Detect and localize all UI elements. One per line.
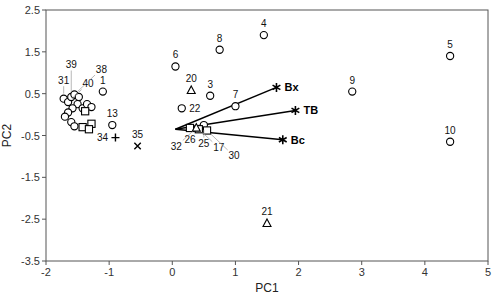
point-label: 10 xyxy=(445,125,457,136)
loading-label: Bx xyxy=(284,81,299,93)
x-point xyxy=(134,143,140,149)
leader-line xyxy=(63,86,64,94)
y-tick xyxy=(42,10,46,11)
loading-label: TB xyxy=(303,104,318,116)
point-label: 35 xyxy=(132,129,144,140)
y-tick xyxy=(42,135,46,136)
loading-tip xyxy=(273,83,281,92)
x-tick-label: -2 xyxy=(41,266,51,278)
y-tick xyxy=(42,219,46,220)
point-label: 6 xyxy=(173,49,179,60)
x-tick-label: 0 xyxy=(169,266,175,278)
point-label: 25 xyxy=(198,138,210,149)
point-label: 9 xyxy=(349,75,355,86)
square-point xyxy=(85,126,92,133)
x-tick-label: 4 xyxy=(422,266,428,278)
loading-label: Bc xyxy=(291,134,305,146)
loading-tip xyxy=(292,106,300,115)
point-label: 26 xyxy=(184,134,196,145)
y-tick xyxy=(42,93,46,94)
vectors xyxy=(175,87,295,139)
y-axis-label: PC2 xyxy=(0,124,14,148)
triangle-point xyxy=(263,219,271,227)
loading-tip xyxy=(279,135,287,144)
point-label: 7 xyxy=(233,89,239,100)
point-label: 31 xyxy=(58,75,70,86)
circle-point xyxy=(232,103,239,110)
circle-point xyxy=(207,92,214,99)
y-tick-label: 0.5 xyxy=(25,88,40,100)
circle-point xyxy=(447,52,454,59)
triangle-point xyxy=(187,86,195,94)
x-axis-label: PC1 xyxy=(255,281,279,295)
x-tick xyxy=(298,261,299,265)
point-label: 38 xyxy=(96,64,108,75)
x-tick xyxy=(46,261,47,265)
x-tick-label: 2 xyxy=(296,266,302,278)
x-tick xyxy=(361,261,362,265)
y-tick-label: -0.5 xyxy=(21,130,40,142)
leader-line xyxy=(71,71,72,93)
plus-point xyxy=(111,134,119,142)
point-label: 22 xyxy=(189,103,201,114)
point-label: 32 xyxy=(171,141,183,152)
points xyxy=(60,31,454,226)
leader-line xyxy=(183,131,193,140)
x-tick xyxy=(424,261,425,265)
circle-point xyxy=(447,138,454,145)
point-label: 21 xyxy=(261,206,273,217)
scatter-chart: -2-1012345-3.5-2.5-1.5-0.50.51.52.5PC1PC… xyxy=(0,0,500,297)
point-label: 30 xyxy=(228,150,240,161)
y-tick xyxy=(42,261,46,262)
point-label: 40 xyxy=(83,78,95,89)
leader-line xyxy=(78,75,95,91)
circle-point xyxy=(172,63,179,70)
leader-line xyxy=(72,90,82,99)
triangle-point xyxy=(192,124,200,132)
circle-point xyxy=(260,31,267,38)
point-label: 13 xyxy=(107,108,119,119)
point-label: 5 xyxy=(447,39,453,50)
labels: BxTBBc1345678910132225314039382617302021… xyxy=(58,18,456,217)
x-tick xyxy=(109,261,110,265)
square-point xyxy=(82,108,89,115)
point-label: 3 xyxy=(207,79,213,90)
y-tick-label: -3.5 xyxy=(21,255,40,267)
y-tick-label: 1.5 xyxy=(25,46,40,58)
square-point xyxy=(203,127,210,134)
y-tick xyxy=(42,177,46,178)
x-tick xyxy=(172,261,173,265)
plot-frame xyxy=(46,10,488,261)
point-label: 34 xyxy=(97,132,109,143)
marks xyxy=(60,31,454,226)
circle-point xyxy=(178,105,185,112)
x-tick-label: 3 xyxy=(359,266,365,278)
point-label: 4 xyxy=(261,18,267,29)
x-tick xyxy=(235,261,236,265)
circle-point xyxy=(99,88,106,95)
circle-point xyxy=(61,113,68,120)
point-label: 17 xyxy=(213,142,225,153)
axes: -2-1012345-3.5-2.5-1.5-0.50.51.52.5PC1PC… xyxy=(0,4,491,295)
x-tick-label: -1 xyxy=(104,266,114,278)
circle-point xyxy=(109,121,116,128)
x-tick-label: 1 xyxy=(232,266,238,278)
point-label: 20 xyxy=(186,73,198,84)
y-tick xyxy=(42,51,46,52)
x-tick xyxy=(488,261,489,265)
circle-point xyxy=(216,46,223,53)
x-tick-label: 5 xyxy=(485,266,491,278)
y-tick-label: -1.5 xyxy=(21,171,40,183)
leader-line xyxy=(211,134,228,150)
point-label: 1 xyxy=(100,75,106,86)
y-tick-label: -2.5 xyxy=(21,213,40,225)
y-tick-label: 2.5 xyxy=(25,4,40,16)
circle-point xyxy=(349,88,356,95)
point-label: 8 xyxy=(217,33,223,44)
circle-point xyxy=(71,123,78,130)
point-label: 39 xyxy=(66,59,78,70)
